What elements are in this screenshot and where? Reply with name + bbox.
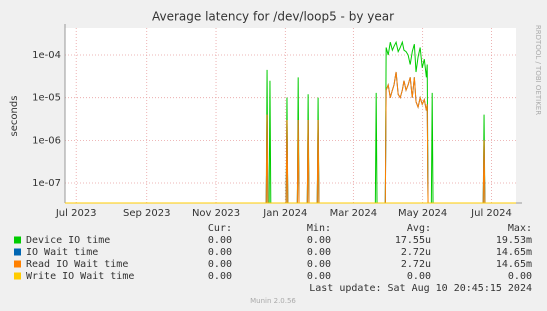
plot-area (65, 28, 516, 203)
legend-label: IO Wait time (26, 247, 98, 258)
x-tick-label: Jan 2024 (262, 208, 307, 219)
legend-value: 0.00 (508, 271, 532, 282)
legend-value: 0.00 (407, 271, 431, 282)
legend-header: Cur: (208, 223, 232, 234)
legend-label: Device IO time (26, 235, 110, 246)
footer: Munin 2.0.56 (250, 297, 296, 305)
y-tick-label: 1e-04 (32, 50, 61, 61)
legend-swatch (14, 260, 21, 268)
x-tick-label: Sep 2023 (123, 208, 170, 219)
legend-value: 0.00 (307, 259, 331, 270)
legend-value: 2.72u (401, 247, 431, 258)
legend-value: 0.00 (307, 271, 331, 282)
legend-value: 14.65m (496, 247, 532, 258)
legend-header: Min: (307, 223, 331, 234)
legend-value: 17.55u (395, 235, 431, 246)
y-tick-label: 1e-05 (32, 93, 61, 104)
legend-value: 14.65m (496, 259, 532, 270)
legend-swatch (14, 236, 21, 244)
last-update: Last update: Sat Aug 10 20:45:15 2024 (309, 283, 532, 294)
legend-value: 0.00 (307, 247, 331, 258)
legend-value: 0.00 (208, 235, 232, 246)
legend-header: Max: (508, 223, 532, 234)
legend-value: 0.00 (208, 271, 232, 282)
legend-swatch (14, 272, 21, 280)
x-tick-label: Jul 2023 (55, 208, 97, 219)
legend-value: 0.00 (208, 259, 232, 270)
legend-value: 19.53m (496, 235, 532, 246)
legend-value: 2.72u (401, 259, 431, 270)
side-text: RRDTOOL / TOBI OETIKER (534, 25, 542, 115)
chart-title: Average latency for /dev/loop5 - by year (152, 10, 394, 24)
x-tick-label: May 2024 (398, 208, 447, 219)
legend-swatch (14, 248, 21, 256)
legend-label: Read IO Wait time (26, 259, 128, 270)
x-tick-label: Mar 2024 (330, 208, 378, 219)
legend-value: 0.00 (208, 247, 232, 258)
legend-header: Avg: (407, 223, 431, 234)
y-axis-label: seconds (9, 96, 20, 137)
x-tick-label: Nov 2023 (192, 208, 240, 219)
x-tick-label: Jul 2024 (470, 208, 512, 219)
legend-value: 0.00 (307, 235, 331, 246)
legend-label: Write IO Wait time (26, 271, 134, 282)
series-line (65, 71, 516, 204)
y-tick-label: 1e-07 (32, 178, 61, 189)
y-tick-label: 1e-06 (32, 135, 61, 146)
